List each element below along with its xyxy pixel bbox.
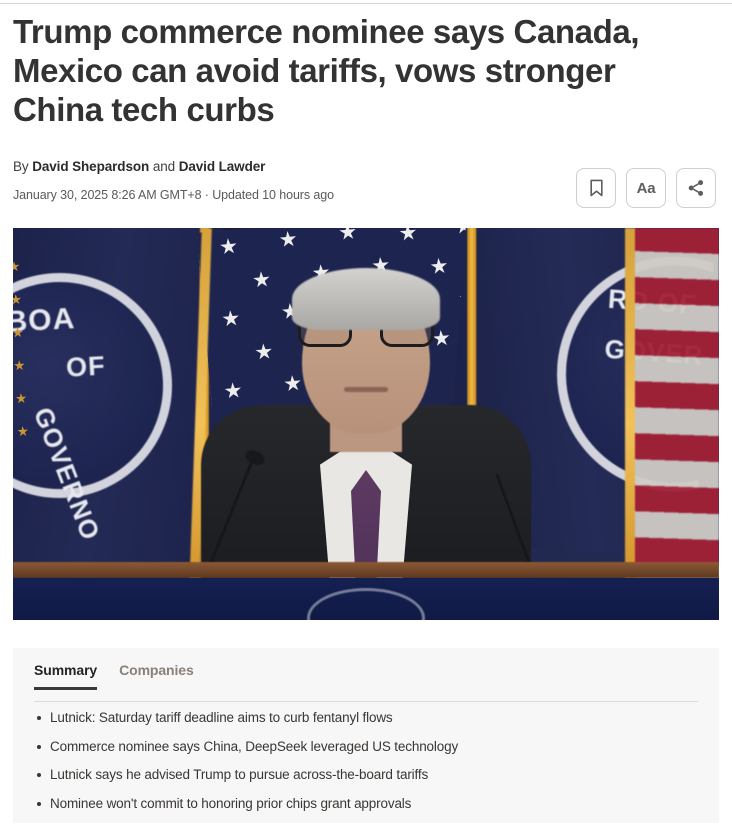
list-item: Lutnick: Saturday tariff deadline aims t… [35, 710, 699, 725]
list-item: Commerce nominee says China, DeepSeek le… [35, 739, 699, 754]
fed-seal-left [13, 267, 178, 504]
gold-fringe-right [625, 228, 635, 620]
author-primary[interactable]: David Shepardson [32, 159, 150, 174]
podium-ledge [13, 562, 719, 578]
summary-bullet-list: Lutnick: Saturday tariff deadline aims t… [35, 710, 699, 824]
article-photo: BOA OF GOVERNO [13, 228, 719, 620]
article-meta: By David Shepardson and David Lawder Jan… [13, 158, 553, 203]
summary-tabs: Summary Companies [34, 662, 194, 690]
summary-card: Summary Companies Lutnick: Saturday tari… [13, 648, 719, 823]
mouth [344, 387, 388, 392]
text-size-label: Aa [636, 179, 656, 197]
bookmark-button[interactable] [576, 168, 616, 208]
bookmark-icon [589, 179, 604, 197]
page-title: Trump commerce nominee says Canada, Mexi… [13, 13, 640, 128]
share-button[interactable] [676, 168, 716, 208]
author-secondary[interactable]: David Lawder [178, 159, 266, 174]
byline-prefix: By [13, 159, 29, 174]
photo-scene: BOA OF GOVERNO [13, 228, 719, 620]
podium-front [13, 578, 719, 620]
share-icon [687, 179, 705, 197]
article-actions: Aa [576, 168, 716, 208]
podium-seal [307, 588, 425, 620]
seal-text-of: OF [65, 350, 107, 383]
hair [292, 268, 440, 330]
byline-conjunction: and [152, 159, 176, 174]
top-divider [0, 3, 732, 4]
byline: By David Shepardson and David Lawder [13, 158, 553, 176]
tabs-divider [34, 701, 698, 702]
tab-summary[interactable]: Summary [34, 662, 97, 690]
list-item: Nominee won't commit to honoring prior c… [35, 796, 699, 811]
right-edge-flag [633, 228, 719, 620]
timestamp: January 30, 2025 8:26 AM GMT+8 · Updated… [13, 188, 334, 202]
list-item: Lutnick says he advised Trump to pursue … [35, 767, 699, 782]
text-size-button[interactable]: Aa [626, 168, 666, 208]
tab-companies[interactable]: Companies [119, 662, 194, 678]
